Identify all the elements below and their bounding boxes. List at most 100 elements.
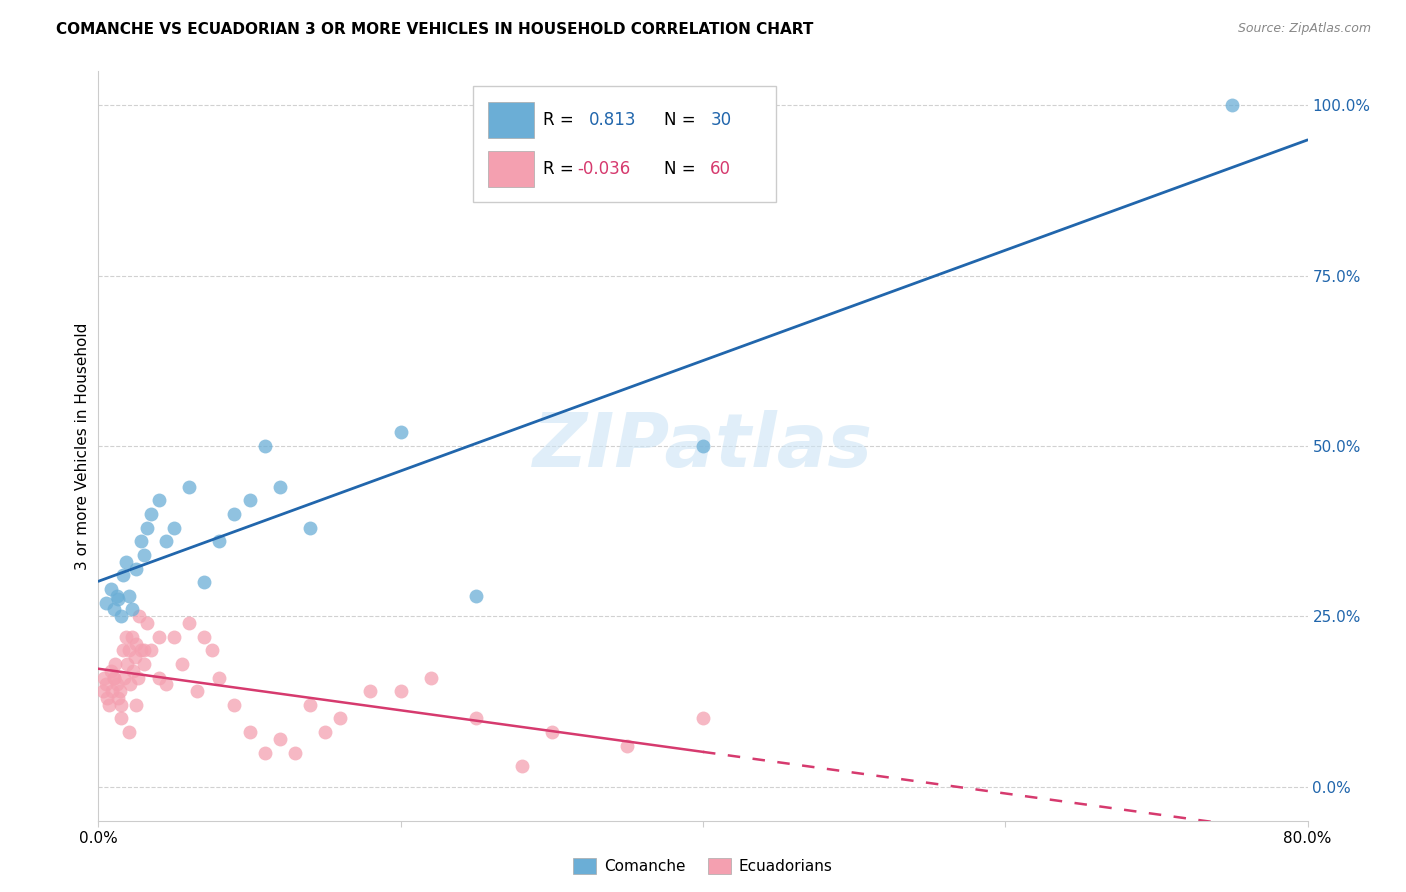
Point [94, 596, 117, 610]
Point [100, 664, 122, 678]
Point [124, 650, 146, 665]
Point [91, 684, 114, 698]
Bar [488, 151, 534, 186]
Point [125, 698, 148, 712]
Point [122, 664, 145, 678]
Point [148, 671, 170, 685]
Text: R =: R = [543, 112, 579, 129]
Point [127, 671, 149, 685]
Point [105, 677, 128, 691]
Point [465, 711, 488, 725]
Point [135, 521, 157, 535]
Point [128, 609, 150, 624]
Y-axis label: 3 or more Vehicles in Household: 3 or more Vehicles in Household [75, 322, 90, 570]
Point [100, 582, 122, 596]
Point [148, 493, 170, 508]
Point [299, 521, 322, 535]
Point [135, 616, 157, 631]
Point [540, 725, 562, 739]
Point [103, 671, 125, 685]
Point [299, 698, 322, 712]
Point [208, 534, 231, 549]
Point [269, 731, 291, 746]
Point [132, 548, 155, 562]
Point [121, 602, 143, 616]
Bar [488, 102, 534, 138]
Point [193, 575, 215, 590]
Point [179, 616, 201, 631]
Point [110, 711, 132, 725]
Point [692, 711, 714, 725]
Point [239, 725, 262, 739]
Point [329, 711, 352, 725]
Point [208, 671, 231, 685]
Point [120, 677, 142, 691]
Point [103, 671, 125, 685]
Point [125, 636, 148, 650]
Text: COMANCHE VS ECUADORIAN 3 OR MORE VEHICLES IN HOUSEHOLD CORRELATION CHART: COMANCHE VS ECUADORIAN 3 OR MORE VEHICLE… [56, 22, 814, 37]
Point [118, 589, 141, 603]
Point [103, 602, 125, 616]
Point [465, 589, 488, 603]
Text: N =: N = [664, 160, 702, 178]
Point [148, 630, 170, 644]
Point [163, 630, 186, 644]
Point [253, 746, 276, 760]
Point [111, 568, 134, 582]
Text: 60: 60 [710, 160, 731, 178]
Point [389, 684, 412, 698]
Point [269, 480, 291, 494]
Point [115, 657, 138, 671]
Text: ZIPatlas: ZIPatlas [533, 409, 873, 483]
Point [107, 592, 129, 607]
FancyBboxPatch shape [474, 87, 776, 202]
Point [1220, 98, 1243, 112]
Point [129, 643, 152, 657]
Point [510, 759, 533, 773]
Text: -0.036: -0.036 [578, 160, 630, 178]
Text: Source: ZipAtlas.com: Source: ZipAtlas.com [1237, 22, 1371, 36]
Point [163, 521, 186, 535]
Point [155, 534, 177, 549]
Point [132, 643, 155, 657]
Point [98, 698, 121, 712]
Point [193, 630, 215, 644]
Point [314, 725, 336, 739]
Point [112, 671, 135, 685]
Point [389, 425, 412, 440]
Point [108, 684, 131, 698]
Point [94, 677, 117, 691]
Point [284, 746, 307, 760]
Point [224, 507, 246, 521]
Point [129, 534, 152, 549]
Point [110, 609, 132, 624]
Point [93, 671, 115, 685]
Point [125, 561, 148, 575]
Point [104, 657, 127, 671]
Point [107, 691, 129, 706]
Point [616, 739, 638, 753]
Point [96, 691, 118, 706]
Point [420, 671, 443, 685]
Point [111, 643, 134, 657]
Text: R =: R = [543, 160, 579, 178]
Point [692, 439, 714, 453]
Point [239, 493, 262, 508]
Point [121, 630, 143, 644]
Point [186, 684, 208, 698]
Point [170, 657, 193, 671]
Point [224, 698, 246, 712]
Point [118, 725, 141, 739]
Point [179, 480, 201, 494]
Point [118, 643, 141, 657]
Point [105, 589, 128, 603]
Point [253, 439, 276, 453]
Legend: Comanche, Ecuadorians: Comanche, Ecuadorians [567, 852, 839, 880]
Point [141, 643, 163, 657]
Text: N =: N = [664, 112, 702, 129]
Point [141, 507, 163, 521]
Text: 0.813: 0.813 [589, 112, 637, 129]
Point [201, 643, 224, 657]
Point [360, 684, 382, 698]
Point [110, 698, 132, 712]
